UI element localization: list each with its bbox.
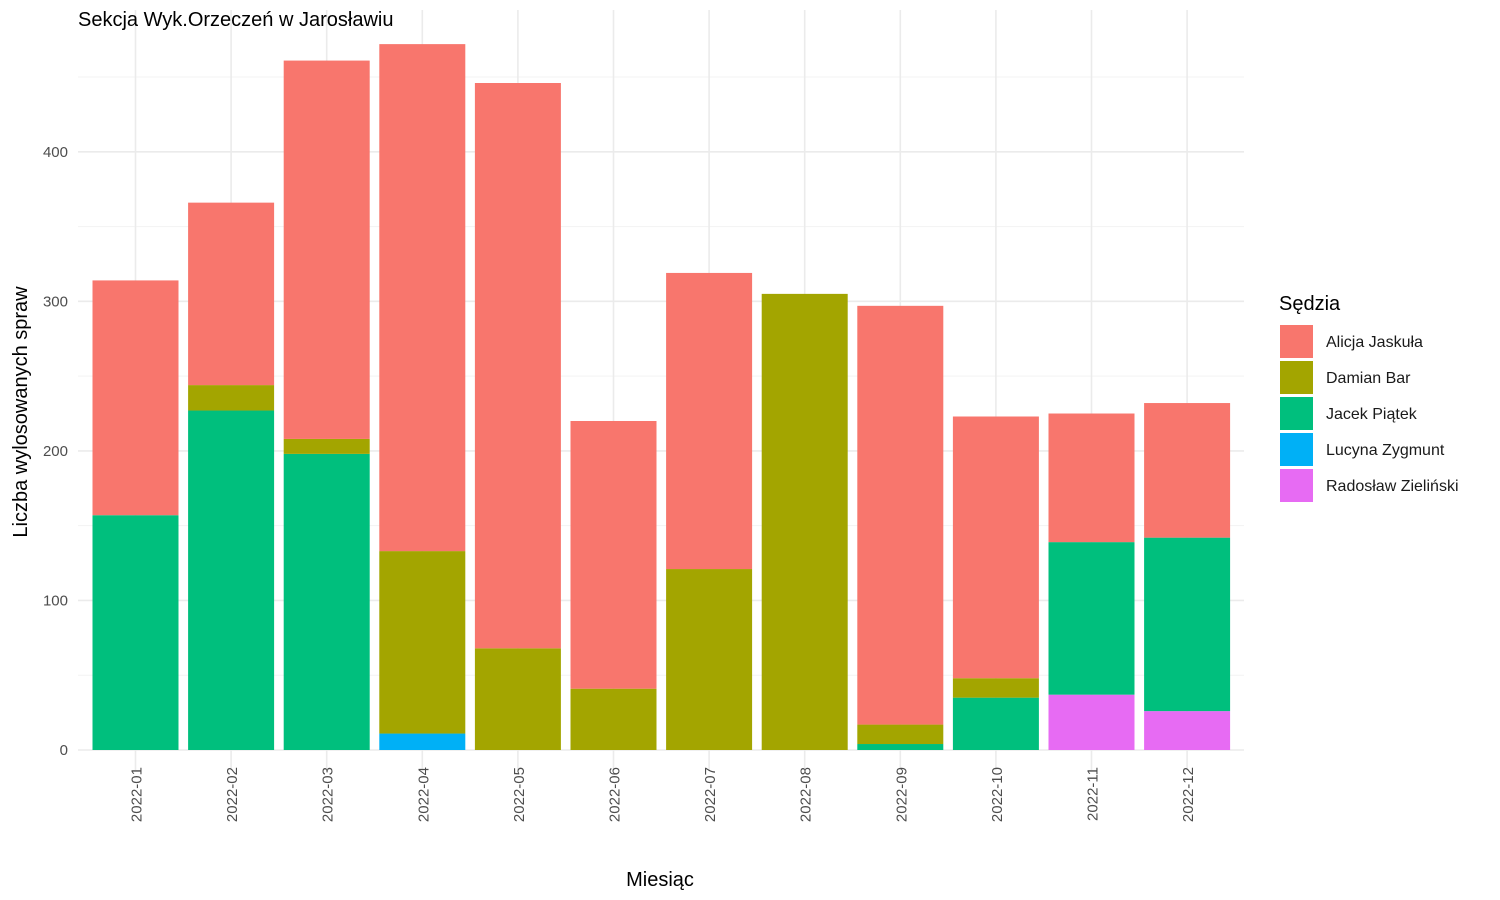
bar-segment — [761, 293, 848, 750]
bar-segment — [570, 420, 657, 689]
x-tick-label: 2022-07 — [702, 767, 719, 822]
bar-segment — [379, 733, 466, 750]
bar-segment — [92, 515, 179, 750]
y-tick-label: 400 — [43, 144, 68, 161]
x-tick-label: 2022-11 — [1085, 767, 1102, 821]
legend-swatch — [1280, 469, 1313, 502]
bar-segment — [952, 416, 1039, 679]
x-axis-title: Miesiąc — [626, 869, 694, 891]
bar-segment — [283, 438, 370, 454]
bars — [92, 44, 1231, 750]
bar-segment — [188, 202, 275, 386]
legend-swatch — [1280, 433, 1313, 466]
x-tick-label: 2022-02 — [224, 767, 241, 822]
bar-segment — [379, 44, 466, 552]
x-tick-label: 2022-06 — [607, 767, 624, 822]
x-axis-ticks: 2022-01 2022-02 2022-03 2022-04 2022-05 2022-… — [129, 767, 1198, 822]
bar-segment — [283, 453, 370, 750]
x-tick-label: 2022-01 — [129, 767, 146, 822]
bar-segment — [952, 697, 1039, 750]
y-axis-title: Liczba wylosowanych spraw — [10, 286, 32, 538]
bar-segment — [1048, 542, 1135, 695]
y-tick-label: 0 — [60, 742, 68, 759]
bar-segment — [1048, 413, 1135, 543]
legend-swatch — [1280, 361, 1313, 394]
x-tick-label: 2022-03 — [320, 767, 337, 822]
legend-label: Damian Bar — [1326, 370, 1411, 387]
legend-label: Alicja Jaskuła — [1326, 334, 1423, 351]
bar-segment — [857, 744, 944, 750]
bar-segment — [1144, 537, 1231, 712]
bar-segment — [188, 410, 275, 750]
legend-swatch — [1280, 397, 1313, 430]
y-tick-label: 300 — [43, 293, 68, 310]
bar-segment — [379, 551, 466, 734]
bar-segment — [666, 272, 753, 570]
x-tick-label: 2022-10 — [989, 767, 1006, 822]
x-tick-label: 2022-08 — [798, 767, 815, 822]
y-tick-label: 100 — [43, 592, 68, 609]
y-axis-ticks: 0 100 200 300 400 — [43, 144, 68, 759]
x-tick-label: 2022-09 — [893, 767, 910, 822]
x-tick-label: 2022-04 — [415, 767, 432, 822]
bar-segment — [188, 385, 275, 411]
bar-segment — [952, 678, 1039, 698]
bar-segment — [1144, 403, 1231, 538]
bar-segment — [857, 724, 944, 745]
bar-segment — [474, 648, 561, 750]
x-tick-label: 2022-12 — [1180, 767, 1197, 822]
bar-segment — [1048, 694, 1135, 750]
bar-segment — [570, 688, 657, 750]
bar-segment — [1144, 711, 1231, 750]
bar-segment — [474, 83, 561, 649]
legend-swatch — [1280, 325, 1313, 358]
x-tick-label: 2022-05 — [511, 767, 528, 822]
legend-label: Radosław Zieliński — [1326, 478, 1459, 495]
legend: Alicja Jaskuła Damian Bar Jacek Piątek Lucy… — [1280, 325, 1459, 502]
bar-segment — [283, 60, 370, 439]
chart-title: Sekcja Wyk.Orzeczeń w Jarosławiu — [78, 9, 393, 31]
y-tick-label: 200 — [43, 443, 68, 460]
bar-segment — [857, 305, 944, 725]
legend-label: Jacek Piątek — [1326, 406, 1418, 423]
legend-title: Sędzia — [1279, 293, 1341, 315]
legend-label: Lucyna Zygmunt — [1326, 442, 1445, 459]
bar-segment — [666, 569, 753, 750]
bar-segment — [92, 280, 179, 516]
